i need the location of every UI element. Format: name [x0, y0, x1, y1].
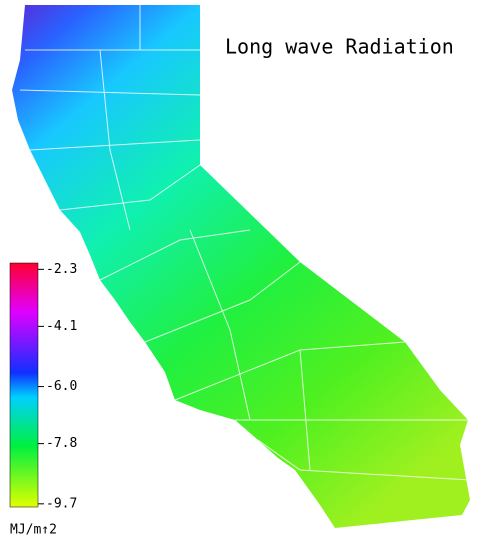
california: [12, 5, 470, 528]
title: Long wave Radiation: [225, 35, 454, 59]
colorbar-tick-label: -6.0: [46, 379, 77, 394]
colorbar-tick-label: -7.8: [46, 436, 77, 451]
county-lines: [19, 5, 471, 481]
colorbar-tick-label: -4.1: [46, 319, 77, 334]
colorbar-tick-label: -9.7: [46, 496, 77, 511]
colorbar-unit: MJ/m↑2: [10, 523, 57, 538]
colorbar-tick-label: -2.3: [46, 262, 77, 277]
colorbar-ticks: -2.3 -4.1 -6.0 -7.8 -9.7: [38, 262, 77, 511]
colorbar: [9, 262, 39, 508]
